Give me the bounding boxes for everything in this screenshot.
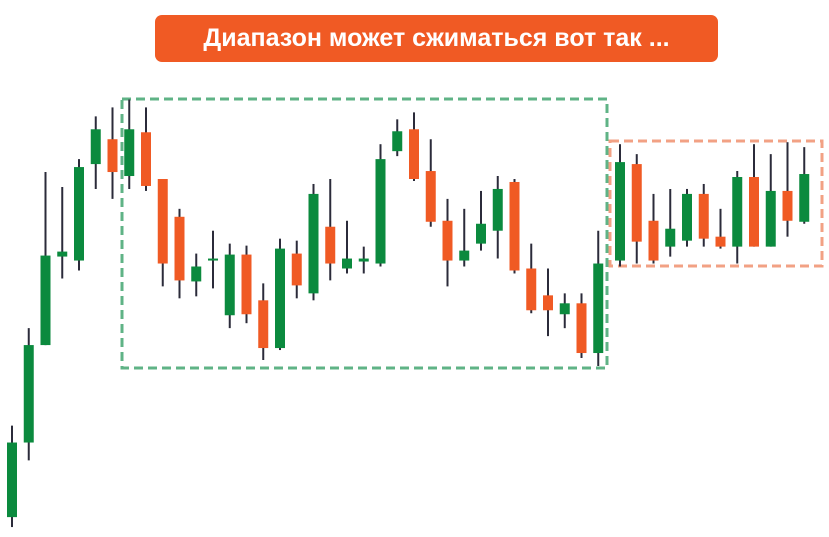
candle-body <box>208 258 218 261</box>
candle-body <box>409 129 419 179</box>
candle-body <box>291 253 302 286</box>
candle-body <box>442 220 453 261</box>
candle-body <box>732 177 743 247</box>
candle-body <box>593 263 604 354</box>
candle-body <box>509 181 520 271</box>
candle-body <box>358 258 369 262</box>
candle-body <box>258 300 269 349</box>
candle-body <box>765 190 776 247</box>
candle-body <box>74 167 84 261</box>
candle-body <box>325 226 336 264</box>
candle-body <box>107 139 118 173</box>
candle-body <box>749 177 759 247</box>
candle-body <box>648 220 659 261</box>
candle-body <box>90 129 101 165</box>
candle-body <box>715 236 726 247</box>
candle-body <box>275 248 285 349</box>
candle-body <box>576 303 587 354</box>
candle-body <box>23 345 34 443</box>
candle-body <box>782 190 793 221</box>
candle-body <box>615 162 625 261</box>
candle-body <box>157 179 168 264</box>
candle-body <box>543 295 553 311</box>
narrow-range-box <box>608 139 824 268</box>
candle-body <box>57 251 68 257</box>
candle-body <box>392 131 403 152</box>
candle-body <box>308 193 319 294</box>
range-box <box>120 97 609 370</box>
candle-body <box>375 159 386 264</box>
candle-body <box>631 164 642 242</box>
candle-body <box>191 266 202 282</box>
candle-body <box>492 188 503 231</box>
candle-body <box>425 171 436 222</box>
candle-body <box>665 228 676 247</box>
candle-body <box>526 268 537 311</box>
candle-body <box>682 193 692 241</box>
candle-body <box>799 174 810 222</box>
candle-body <box>40 255 51 346</box>
candle-body <box>224 254 235 316</box>
candle-body <box>698 193 709 239</box>
candle-body <box>342 258 352 269</box>
candle-body <box>459 250 470 261</box>
candle-body <box>7 442 17 518</box>
chart-title: Диапазон может сжиматься вот так ... <box>155 15 718 62</box>
candle-body <box>174 216 185 281</box>
candle-body <box>124 129 135 177</box>
candle-body <box>241 254 252 315</box>
candle-body <box>476 223 486 244</box>
candle-body <box>141 132 151 186</box>
candle-body <box>559 303 570 315</box>
